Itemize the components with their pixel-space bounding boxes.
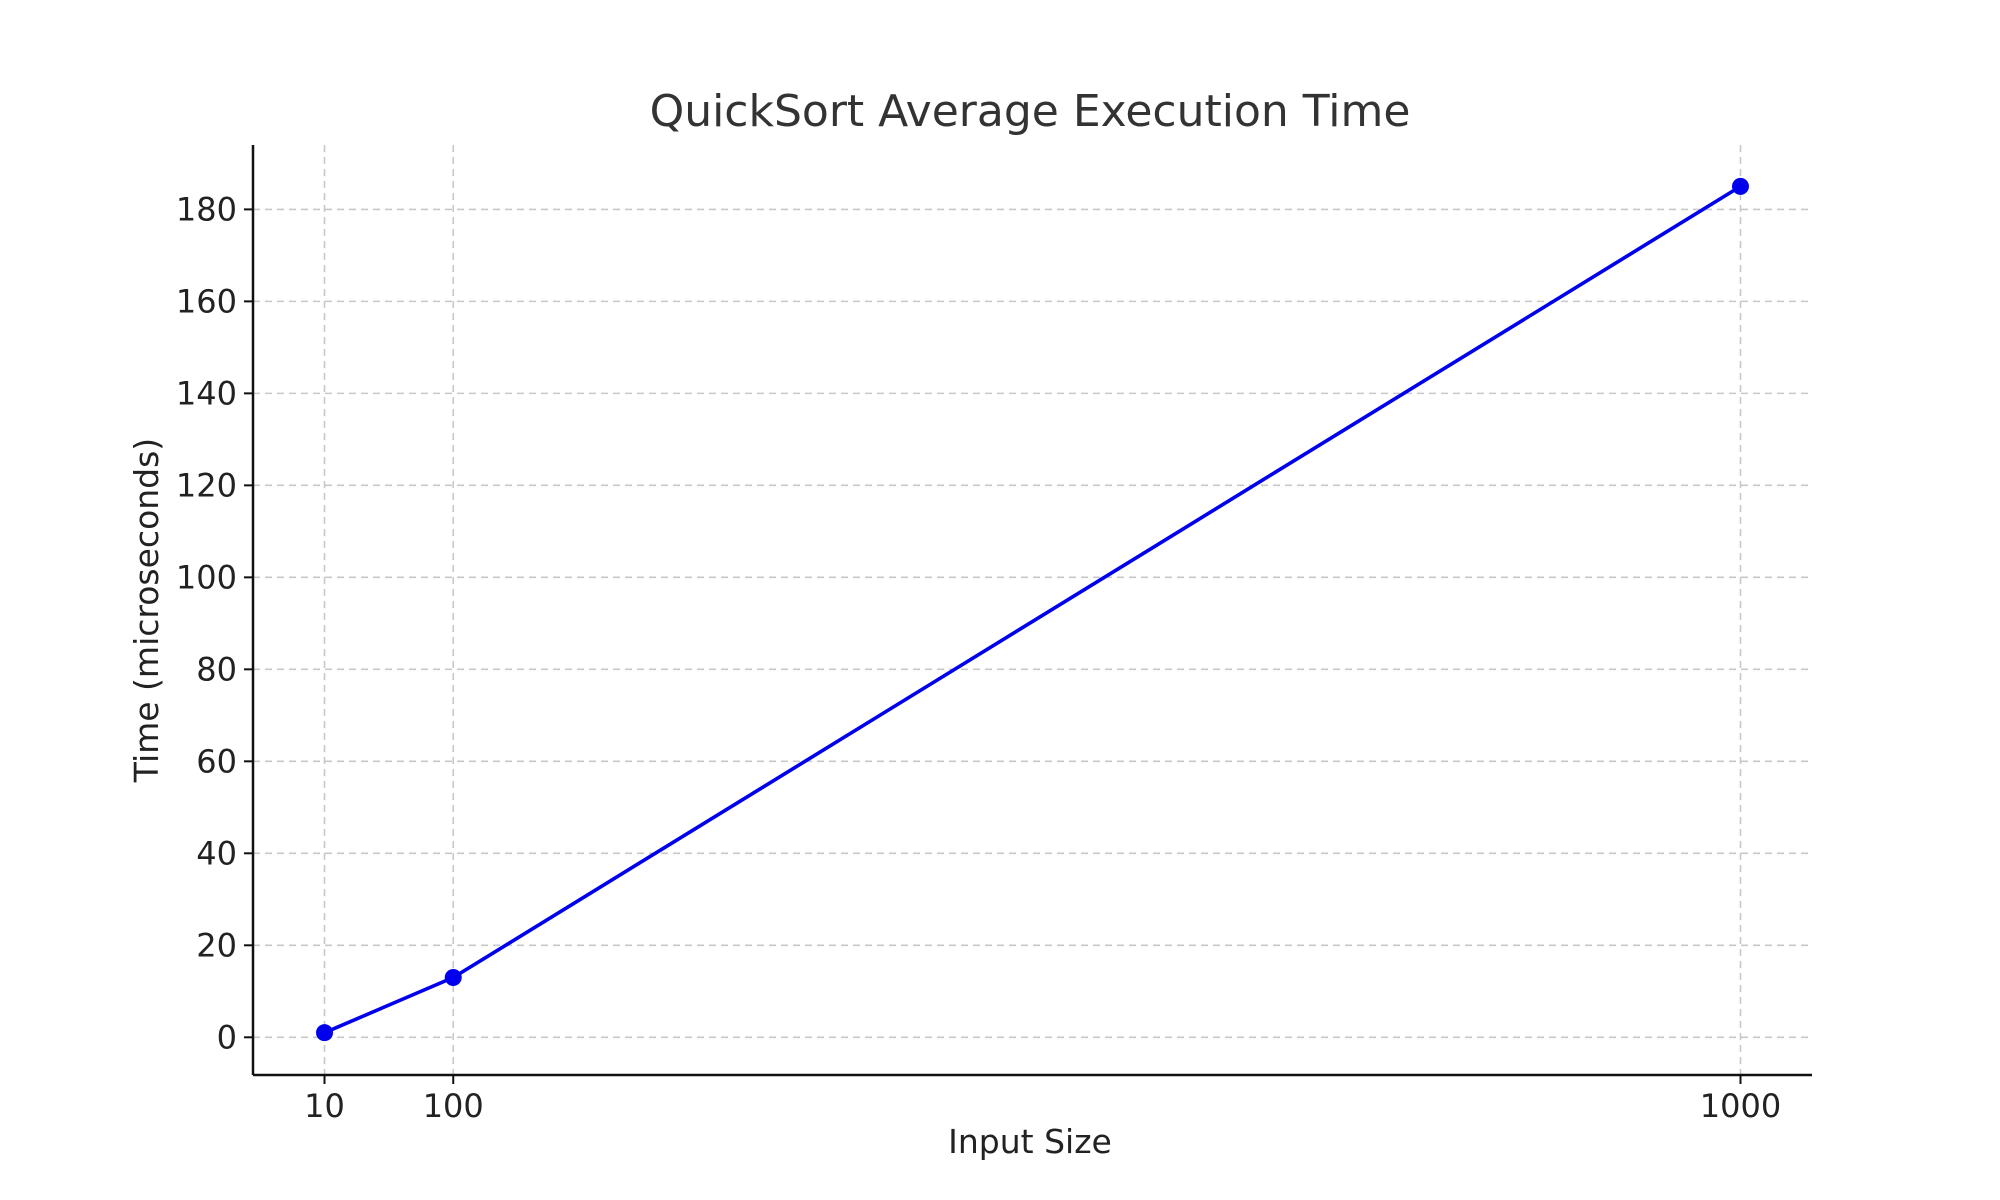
data-point	[1731, 177, 1749, 195]
y-tick-label: 160	[176, 282, 237, 320]
data-point	[316, 1024, 334, 1042]
y-tick-label: 120	[176, 466, 237, 504]
y-tick-label: 180	[176, 190, 237, 228]
grid	[253, 145, 1812, 1075]
tick-labels: 0 20 40 60 80 100 120 140 160 180 10 100 1000	[176, 190, 1781, 1125]
y-tick-label: 0	[217, 1018, 237, 1056]
data-point	[444, 968, 462, 986]
x-tick-label: 10	[304, 1087, 345, 1125]
x-axis-label: Input Size	[948, 1122, 1112, 1161]
y-axis-label: Time (microseconds)	[127, 438, 166, 783]
y-tick-label: 60	[196, 742, 237, 780]
y-tick-label: 20	[196, 926, 237, 964]
y-tick-label: 140	[176, 374, 237, 412]
y-tick-label: 100	[176, 558, 237, 596]
series-layer	[316, 177, 1749, 1042]
chart-title: QuickSort Average Execution Time	[650, 86, 1411, 137]
y-tick-label: 80	[196, 650, 237, 688]
series-line	[322, 184, 1743, 1035]
x-tick-label: 1000	[1700, 1087, 1781, 1125]
x-tick-label: 100	[423, 1087, 484, 1125]
axes	[251, 145, 1812, 1077]
y-tick-label: 40	[196, 834, 237, 872]
